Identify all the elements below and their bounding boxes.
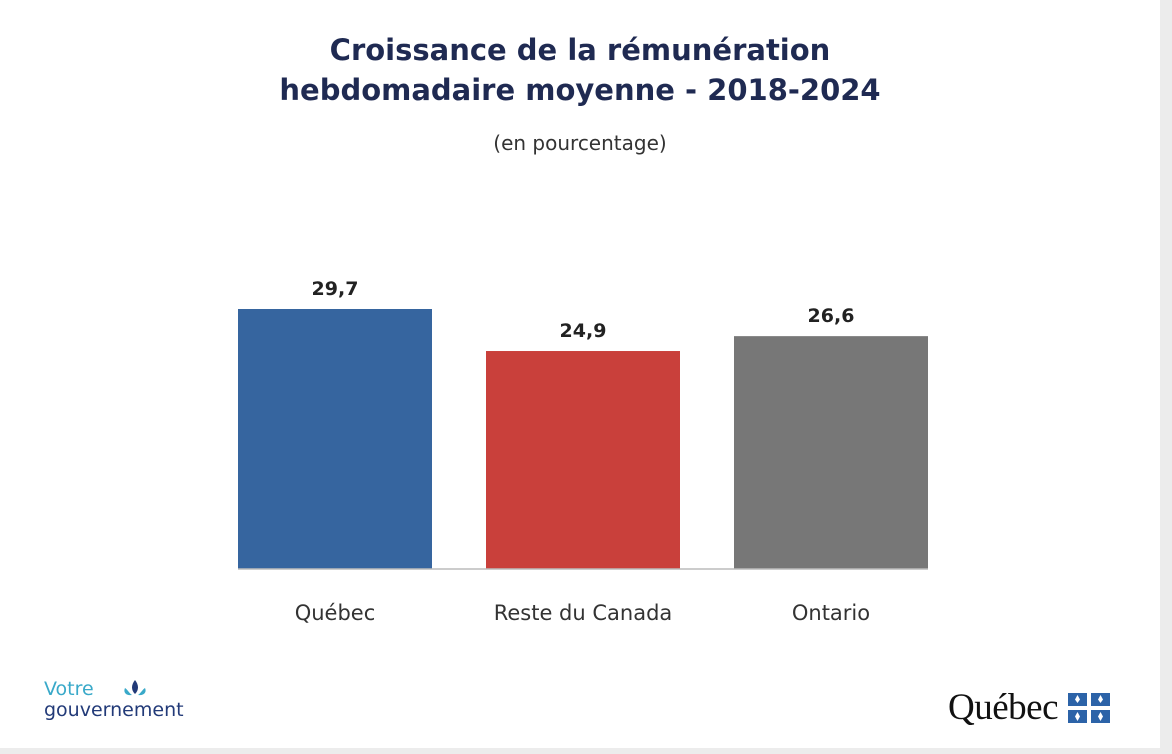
- chart-title: Croissance de la rémunération hebdomadai…: [0, 30, 1160, 110]
- chart-title-line-2: hebdomadaire moyenne - 2018-2024: [279, 73, 881, 107]
- fleur-de-lis-icon: [124, 680, 146, 696]
- logo-word-votre: Votre: [44, 678, 94, 700]
- quebec-wordmark: Québec: [948, 687, 1059, 728]
- chart-subtitle: (en pourcentage): [493, 131, 667, 155]
- category-label-ontario: Ontario: [792, 601, 870, 625]
- bar-chart: 29,7 Québec 24,9 Reste du Canada 26,6 Ontario: [238, 278, 928, 625]
- bar-ontario: [734, 336, 928, 569]
- category-label-quebec: Québec: [295, 601, 376, 625]
- bar-reste-du-canada: [486, 351, 680, 569]
- quebec-flag-icon: [1068, 692, 1111, 723]
- data-label-quebec: 29,7: [312, 278, 359, 300]
- bar-quebec: [238, 309, 432, 569]
- logo-word-gouvernement: gouvernement: [44, 699, 184, 721]
- chart-title-line-1: Croissance de la rémunération: [329, 33, 831, 67]
- category-label-reste-du-canada: Reste du Canada: [494, 601, 673, 625]
- quebec-logo: Québec: [948, 686, 1111, 729]
- data-label-ontario: 26,6: [808, 305, 855, 327]
- votre-gouvernement-logo: Votre gouvernement: [44, 678, 184, 722]
- data-label-reste-du-canada: 24,9: [560, 320, 607, 342]
